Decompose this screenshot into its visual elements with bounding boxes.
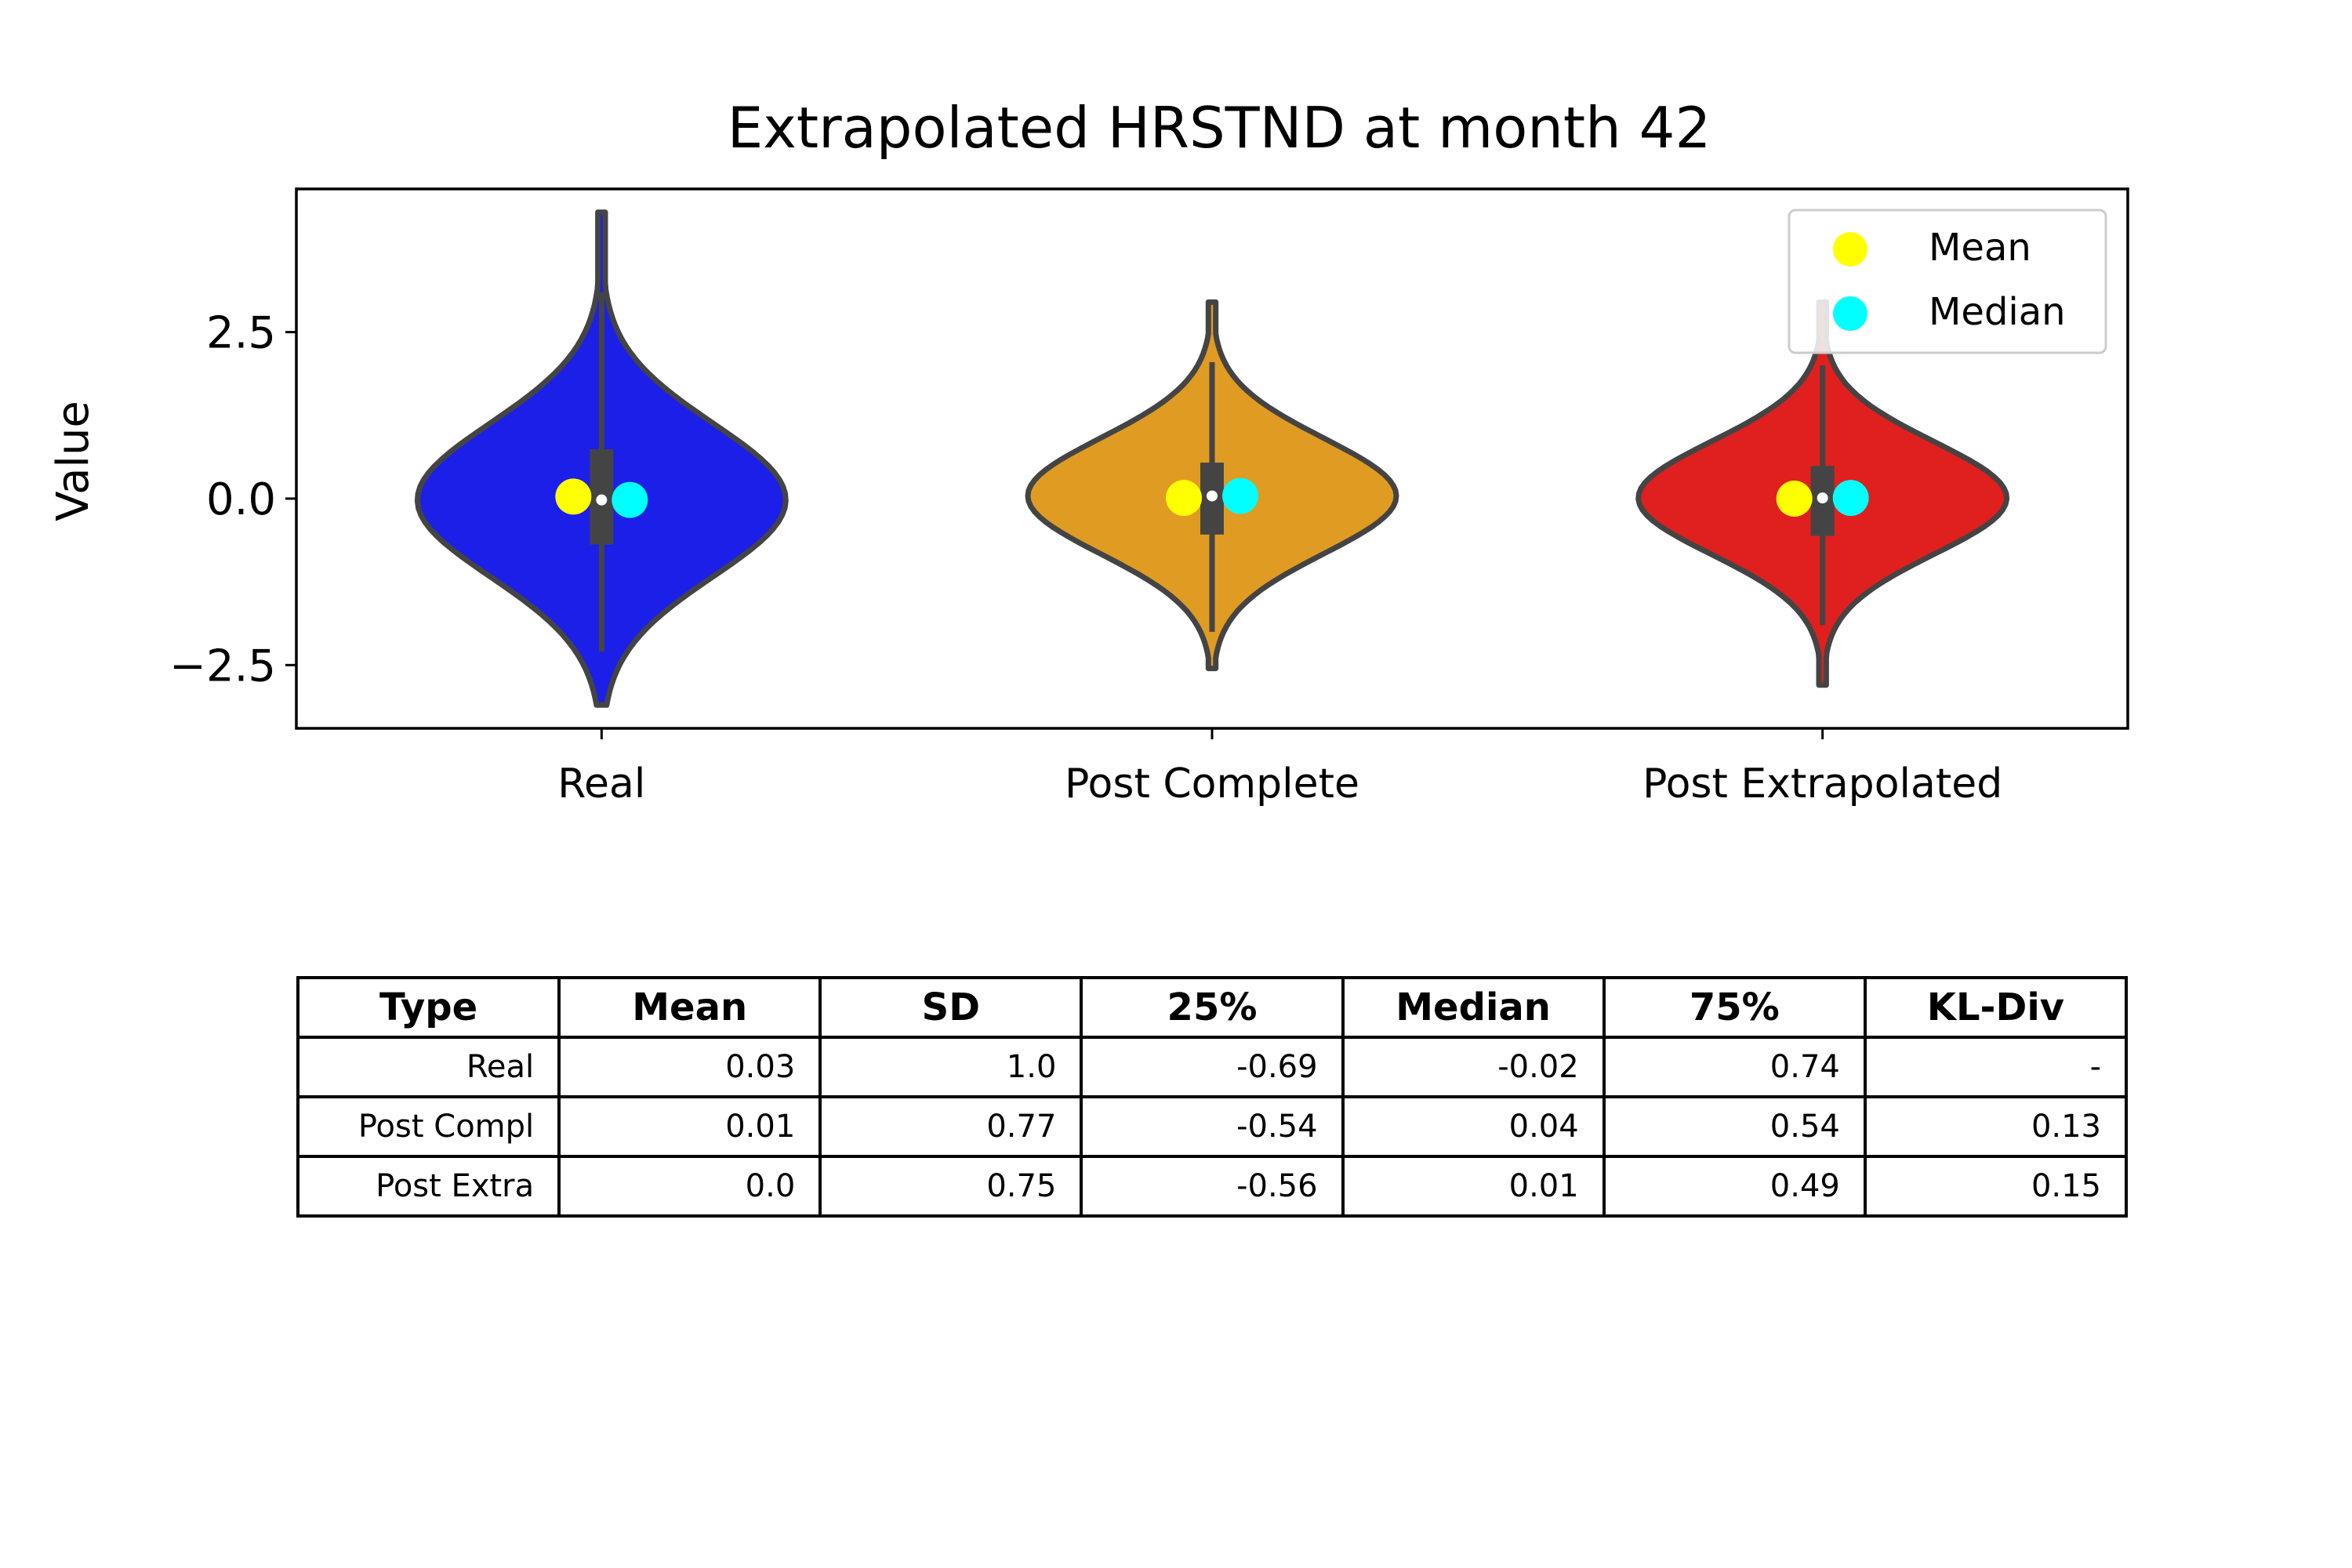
- median-marker: [1832, 480, 1869, 517]
- table-cell: Real: [296, 1036, 561, 1098]
- violins-layer: [414, 209, 2010, 708]
- legend-mean-marker: [1833, 232, 1867, 267]
- legend-box: [1788, 209, 2107, 354]
- table-header-cell: KL-Div: [1863, 976, 2129, 1039]
- table-cell: 0.13: [1863, 1095, 2129, 1158]
- statistics-table: Type Mean SD 25% Median 75% KL-Div Real …: [296, 976, 2129, 1218]
- table-cell: 0.03: [557, 1036, 822, 1098]
- table-cell: 0.49: [1602, 1155, 1867, 1218]
- table-cell: 0.15: [1863, 1155, 2129, 1218]
- table-cell: -0.54: [1080, 1095, 1345, 1158]
- table-header-cell: SD: [818, 976, 1083, 1039]
- table-cell: 0.74: [1602, 1036, 1867, 1098]
- legend: Mean Median: [1788, 209, 2107, 354]
- violin-median-dot: [1207, 490, 1218, 502]
- x-axis: Real Post Complete Post Extrapolated: [557, 728, 2002, 808]
- table-header-cell: 75%: [1602, 976, 1867, 1039]
- table-cell: -0.02: [1341, 1036, 1606, 1098]
- table-cell: 0.0: [557, 1155, 822, 1218]
- mean-marker: [1166, 480, 1202, 517]
- table-cell: 1.0: [818, 1036, 1083, 1098]
- table-header-cell: Type: [296, 976, 561, 1039]
- y-tick-label: 2.5: [206, 308, 276, 359]
- table-cell: 0.01: [557, 1095, 822, 1158]
- x-tick-label: Post Complete: [1065, 760, 1359, 808]
- table-cell: 0.75: [818, 1155, 1083, 1218]
- table-cell: Post Compl: [296, 1095, 561, 1158]
- table-cell: 0.01: [1341, 1155, 1606, 1218]
- y-axis-label: Value: [48, 401, 99, 521]
- table-cell: 0.54: [1602, 1095, 1867, 1158]
- mean-marker: [1776, 480, 1813, 517]
- table-cell: -0.56: [1080, 1155, 1345, 1218]
- table-row: Post Compl 0.01 0.77 -0.54 0.04 0.54 0.1…: [296, 1095, 2129, 1158]
- table-header-cell: Median: [1341, 976, 1606, 1039]
- table-row: Post Extra 0.0 0.75 -0.56 0.01 0.49 0.15: [296, 1155, 2129, 1218]
- violin-median-dot: [596, 494, 608, 506]
- y-tick-label: 0.0: [206, 474, 276, 525]
- table-header-row: Type Mean SD 25% Median 75% KL-Div: [296, 976, 2129, 1039]
- median-marker: [1222, 477, 1258, 514]
- y-axis: −2.5 0.0 2.5: [169, 308, 296, 691]
- x-tick-label: Post Extrapolated: [1642, 760, 2002, 808]
- table-row: Real 0.03 1.0 -0.69 -0.02 0.74 -: [296, 1036, 2129, 1098]
- median-marker: [612, 481, 648, 518]
- table-cell: -: [1863, 1036, 2129, 1098]
- table-cell: 0.77: [818, 1095, 1083, 1158]
- table-header-cell: Mean: [557, 976, 822, 1039]
- chart-title: Extrapolated HRSTND at month 42: [728, 95, 1711, 161]
- table-cell: -0.69: [1080, 1036, 1345, 1098]
- table-cell: Post Extra: [296, 1155, 561, 1218]
- y-tick-label: −2.5: [169, 641, 276, 691]
- table-cell: 0.04: [1341, 1095, 1606, 1158]
- x-tick-label: Real: [557, 760, 645, 808]
- mean-marker: [555, 478, 592, 515]
- table-header-cell: 25%: [1080, 976, 1345, 1039]
- legend-median-marker: [1833, 296, 1867, 331]
- legend-mean-label: Mean: [1929, 226, 2031, 270]
- legend-median-label: Median: [1929, 290, 2066, 334]
- violin-median-dot: [1817, 492, 1828, 504]
